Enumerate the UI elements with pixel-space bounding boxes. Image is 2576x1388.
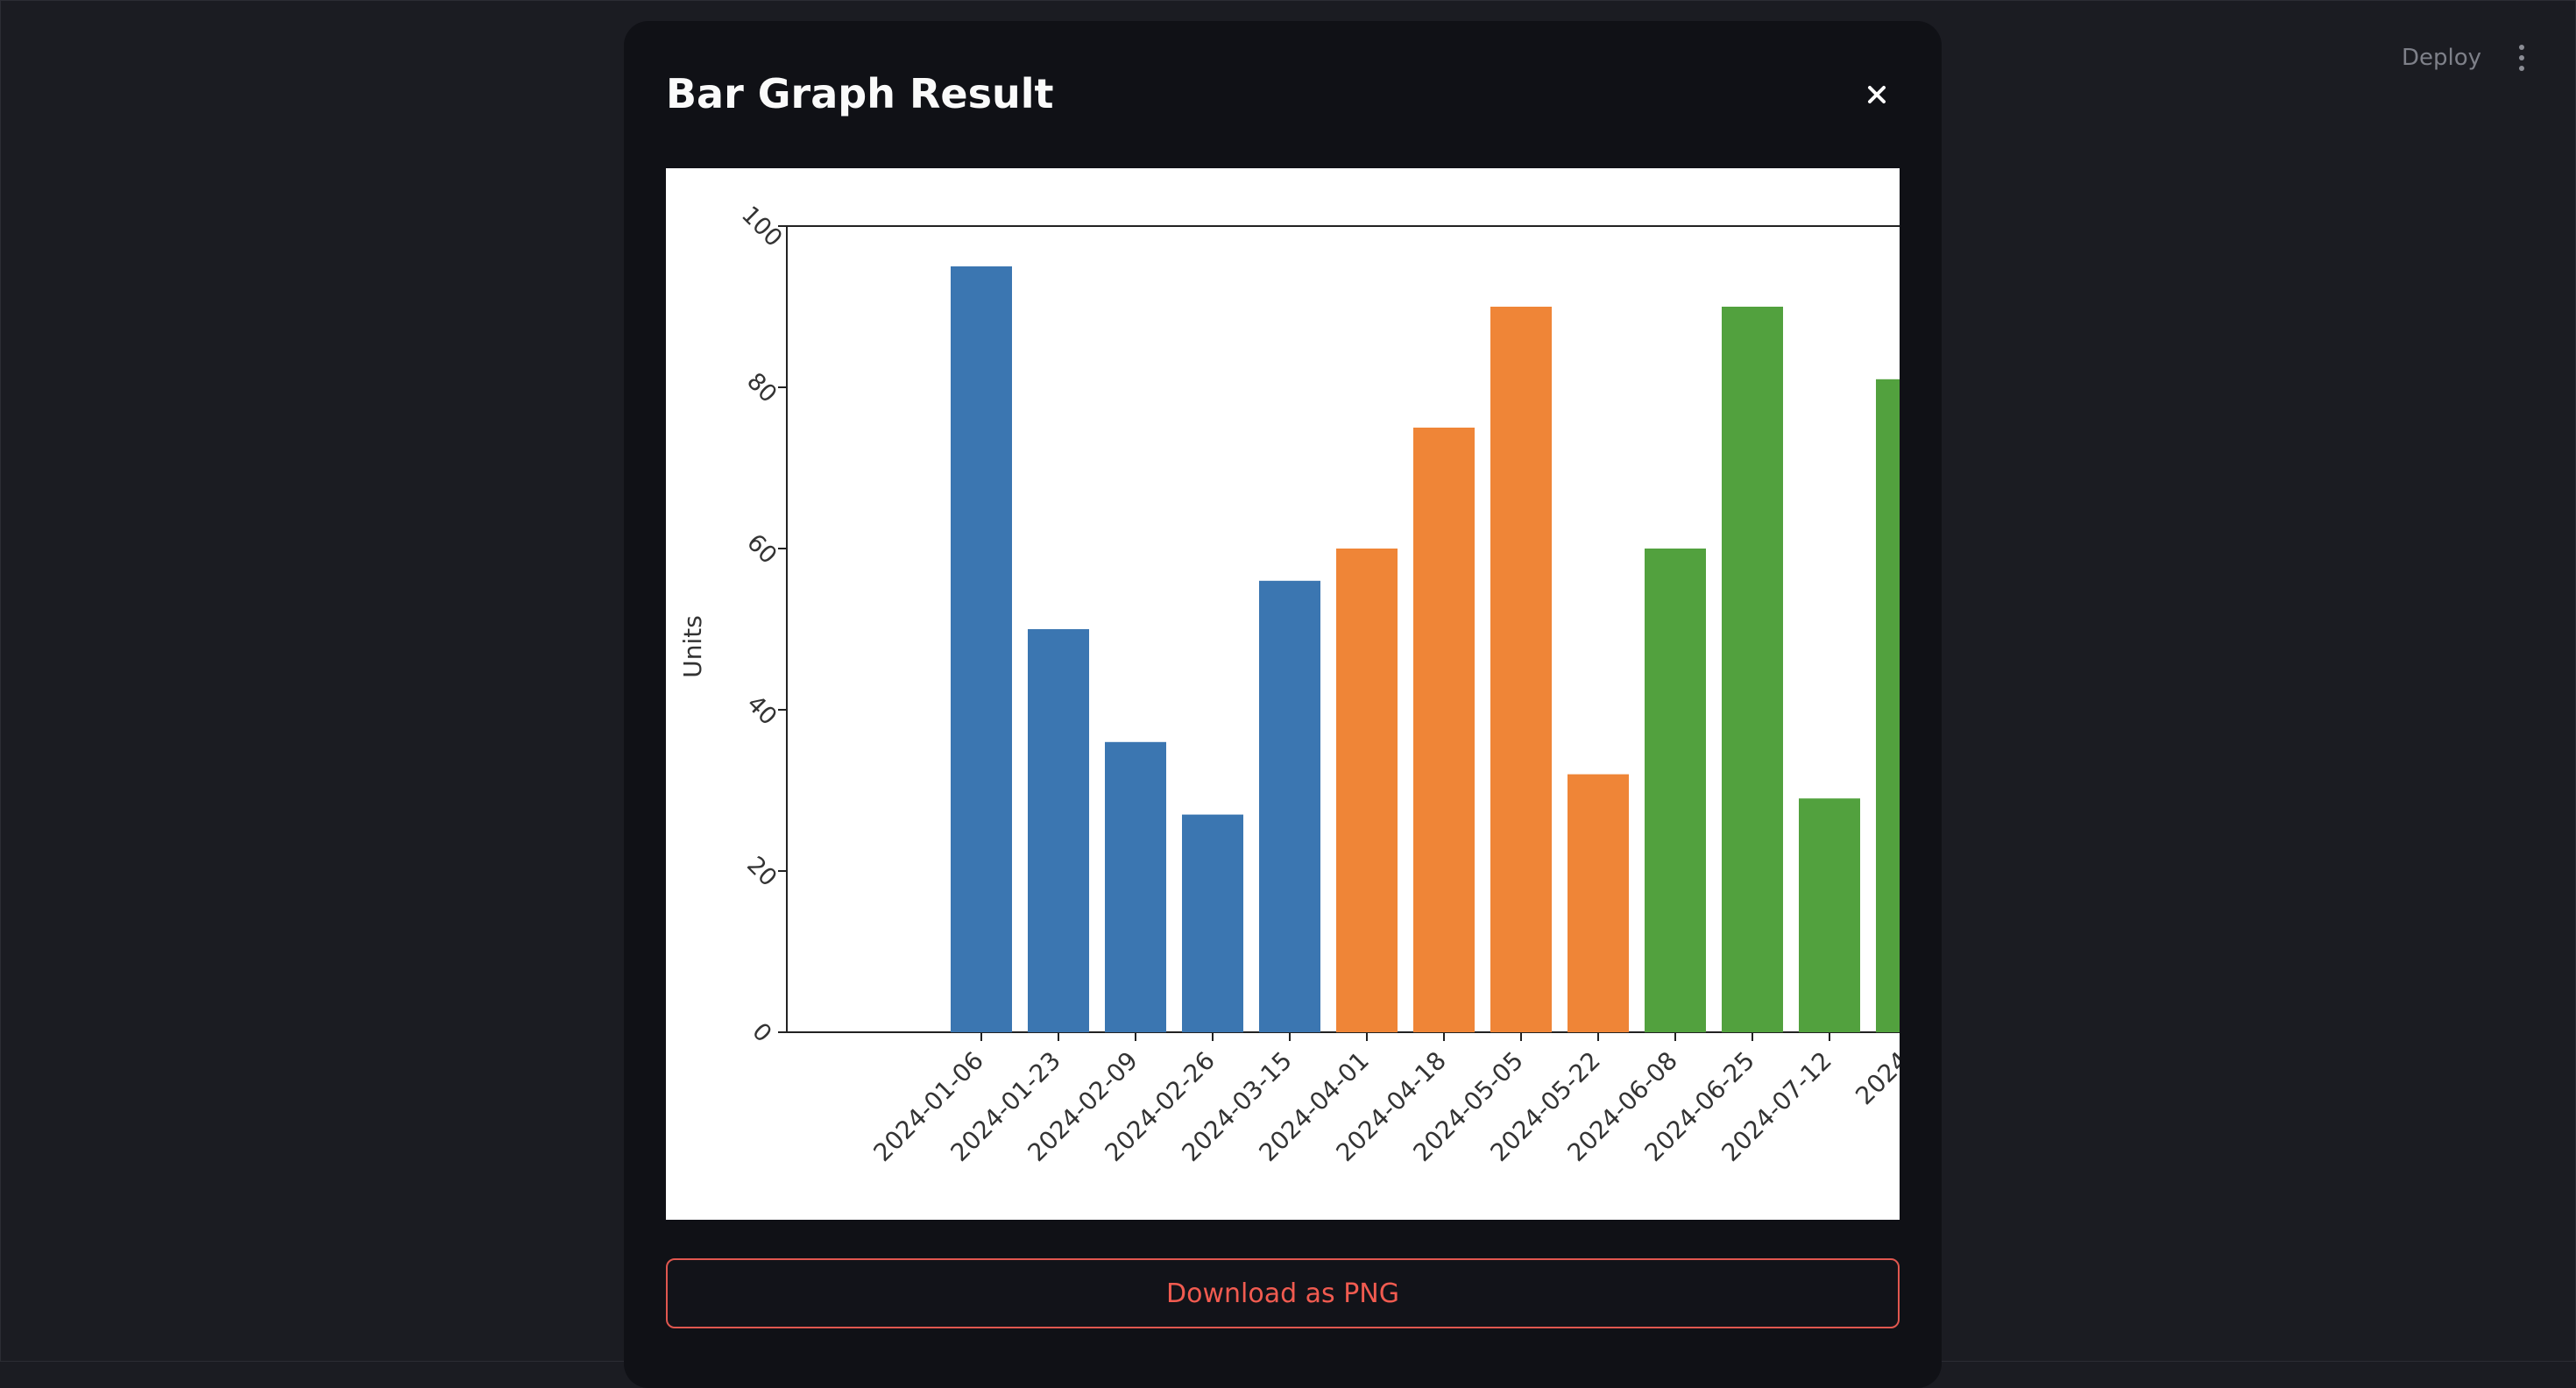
- bar-2024-01-06: [951, 266, 1012, 1032]
- kebab-menu-icon[interactable]: [2516, 39, 2527, 77]
- bar-2024-04-01: [1336, 549, 1398, 1032]
- bar-2024-02-26: [1182, 814, 1243, 1032]
- y-tick-label: 60: [741, 529, 782, 570]
- y-tick-label: 40: [741, 690, 782, 731]
- bar-2024-01-23: [1028, 629, 1089, 1032]
- y-tick-label: 100: [736, 202, 787, 252]
- y-axis-label: Units: [678, 615, 707, 678]
- bar-2024-02-09: [1105, 741, 1166, 1032]
- chart-image: 0 20 40 60 80 100 Units 2024-01-06 2024-01-23 202…: [666, 168, 1900, 1220]
- bar-2024-07-12: [1799, 798, 1860, 1032]
- modal-title: Bar Graph Result: [666, 70, 1054, 117]
- deploy-button[interactable]: Deploy: [2401, 45, 2481, 71]
- x-tick-label: 2024: [1850, 1046, 1900, 1111]
- bar-2024-06-08: [1645, 549, 1706, 1032]
- close-icon[interactable]: [1856, 74, 1898, 116]
- bar-2024-05-05: [1490, 307, 1552, 1032]
- bar-2024: [1876, 379, 1900, 1032]
- bar-2024-05-22: [1568, 774, 1629, 1032]
- bar-2024-04-18: [1413, 428, 1475, 1032]
- bar-2024-06-25: [1722, 307, 1783, 1032]
- top-toolbar: Deploy: [2402, 39, 2527, 77]
- y-tick-label: 0: [747, 1018, 776, 1048]
- bar-graph-modal: Bar Graph Result 0 20 40 60 80 100 Units 2024-0…: [624, 21, 1942, 1388]
- download-png-button[interactable]: Download as PNG: [666, 1258, 1900, 1328]
- bar-2024-03-15: [1259, 580, 1320, 1032]
- bar-chart: 020406080100Units2024-01-062024-01-23202…: [678, 202, 1900, 1167]
- y-tick-label: 20: [741, 852, 782, 892]
- y-tick-label: 80: [741, 368, 782, 408]
